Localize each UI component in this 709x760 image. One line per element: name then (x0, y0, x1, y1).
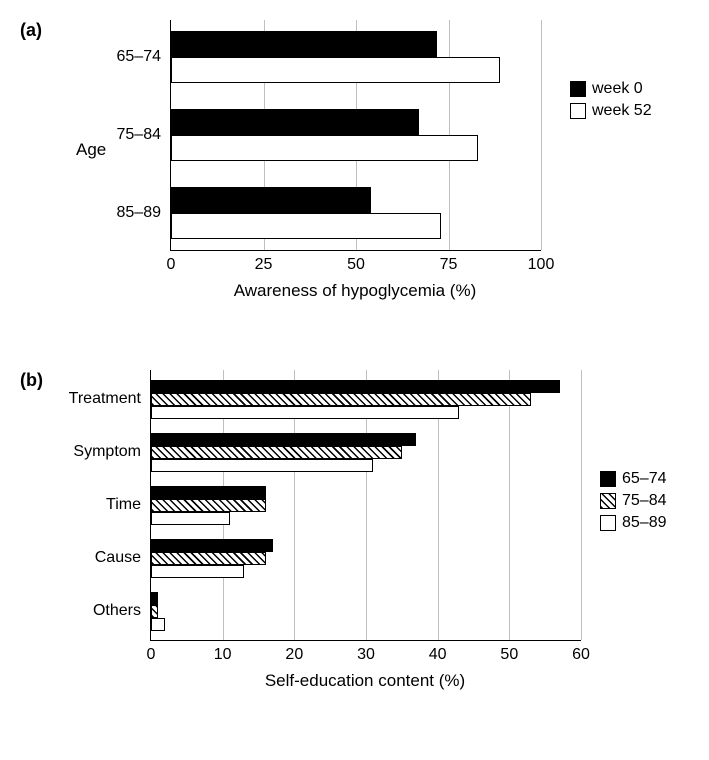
bar (151, 565, 244, 578)
panel-a-yaxis-title: Age (76, 140, 106, 160)
panel-b: (b) 0102030405060TreatmentSymptomTimeCau… (20, 370, 689, 710)
bar (151, 592, 158, 605)
legend-swatch (570, 81, 586, 97)
ytick-label: 85–89 (117, 204, 162, 222)
panel-a-label: (a) (20, 20, 42, 41)
bar (171, 109, 419, 135)
panel-a-plot-area: 025507510065–7475–8485–89 (170, 20, 541, 251)
panel-a: (a) Age 025507510065–7475–8485–89 Awaren… (20, 20, 689, 340)
bar (151, 539, 273, 552)
panel-a-xlabel: Awareness of hypoglycemia (%) (170, 281, 540, 301)
panel-a-legend: week 0 week 52 (570, 80, 652, 124)
xtick-label: 50 (347, 256, 365, 274)
bar (151, 618, 165, 631)
xtick-label: 75 (440, 256, 458, 274)
ytick-label: 65–74 (117, 48, 162, 66)
xtick-label: 40 (429, 646, 447, 664)
xtick-label: 25 (255, 256, 273, 274)
bar (151, 499, 266, 512)
legend-swatch (600, 471, 616, 487)
xtick-label: 50 (500, 646, 518, 664)
xtick-label: 0 (147, 646, 156, 664)
panel-b-plot-area: 0102030405060TreatmentSymptomTimeCauseOt… (150, 370, 581, 641)
bar (171, 135, 478, 161)
xtick-label: 10 (214, 646, 232, 664)
legend-label: week 0 (592, 80, 643, 98)
xtick-label: 60 (572, 646, 590, 664)
xtick-label: 30 (357, 646, 375, 664)
panel-b-xlabel: Self-education content (%) (150, 671, 580, 691)
bar (151, 605, 158, 618)
bar (151, 512, 230, 525)
bar (151, 446, 402, 459)
bar (151, 486, 266, 499)
xtick-label: 20 (285, 646, 303, 664)
xtick-label: 0 (167, 256, 176, 274)
xtick-label: 100 (528, 256, 555, 274)
legend-item: 75–84 (600, 492, 667, 510)
gridline (509, 370, 510, 640)
panel-a-chart: 025507510065–7475–8485–89 Awareness of h… (170, 20, 689, 301)
bar (151, 406, 459, 419)
bar (171, 187, 371, 213)
panel-b-label: (b) (20, 370, 43, 391)
bar (151, 433, 416, 446)
ytick-label: 75–84 (117, 126, 162, 144)
ytick-label: Others (93, 602, 141, 620)
ytick-label: Treatment (69, 390, 141, 408)
legend-item: week 0 (570, 80, 652, 98)
gridline (581, 370, 582, 640)
panel-b-legend: 65–74 75–84 85–89 (600, 470, 667, 536)
bar (171, 31, 437, 57)
legend-swatch (570, 103, 586, 119)
legend-label: 85–89 (622, 514, 667, 532)
bar (151, 459, 373, 472)
legend-item: 85–89 (600, 514, 667, 532)
bar (171, 57, 500, 83)
ytick-label: Cause (95, 549, 141, 567)
legend-item: 65–74 (600, 470, 667, 488)
legend-swatch (600, 493, 616, 509)
legend-label: 65–74 (622, 470, 667, 488)
legend-swatch (600, 515, 616, 531)
bar (151, 552, 266, 565)
gridline (541, 20, 542, 250)
legend-label: 75–84 (622, 492, 667, 510)
bar (151, 393, 531, 406)
legend-label: week 52 (592, 102, 652, 120)
ytick-label: Symptom (73, 443, 141, 461)
legend-item: week 52 (570, 102, 652, 120)
bar (151, 380, 560, 393)
ytick-label: Time (106, 496, 141, 514)
bar (171, 213, 441, 239)
